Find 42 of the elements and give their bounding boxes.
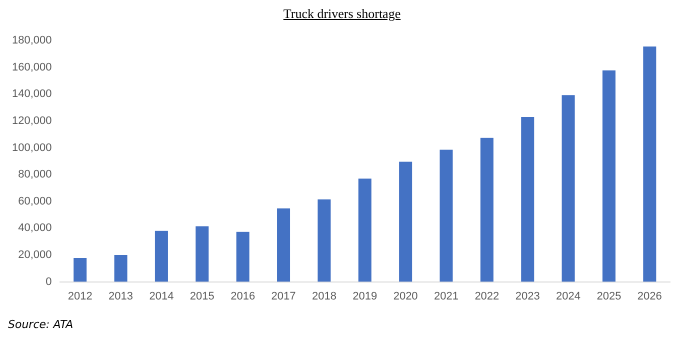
bar — [154, 230, 168, 282]
bar — [277, 208, 290, 282]
y-tick-label: 140,000 — [12, 88, 52, 100]
bar — [480, 138, 494, 282]
x-tick-label: 2022 — [474, 290, 500, 302]
source-note: Source: ATA — [8, 318, 74, 331]
bar — [440, 150, 453, 282]
y-tick-label: 60,000 — [18, 195, 52, 208]
bar — [602, 70, 616, 282]
y-tick-label: 0 — [46, 276, 52, 288]
x-tick-label: 2012 — [68, 290, 92, 302]
x-tick-label: 2018 — [312, 290, 336, 302]
x-tick-label: 2026 — [637, 290, 662, 302]
x-tick-label: 2020 — [393, 290, 418, 302]
x-tick-label: 2024 — [556, 290, 581, 302]
bar — [562, 95, 575, 282]
bar — [358, 178, 372, 282]
x-tick-label: 2023 — [515, 290, 540, 302]
bar — [521, 116, 534, 282]
x-tick-label: 2015 — [190, 290, 214, 302]
x-tick-label: 2019 — [352, 290, 378, 302]
bar — [643, 46, 656, 282]
bar — [74, 258, 87, 282]
x-tick-label: 2016 — [230, 290, 256, 302]
bar — [318, 199, 331, 282]
x-tick-label: 2025 — [596, 290, 622, 302]
bar — [399, 162, 412, 282]
y-tick-label: 80,000 — [18, 168, 52, 181]
bar — [114, 255, 128, 282]
x-tick-label: 2013 — [108, 290, 134, 302]
y-tick-label: 20,000 — [18, 249, 52, 262]
y-tick-label: 40,000 — [18, 222, 52, 234]
y-tick-label: 160,000 — [12, 61, 52, 74]
x-tick-label: 2014 — [149, 290, 174, 302]
bar — [236, 232, 250, 282]
y-tick-label: 180,000 — [12, 34, 52, 47]
x-tick-label: 2017 — [271, 290, 296, 302]
y-tick-label: 100,000 — [12, 142, 52, 154]
x-tick-label: 2021 — [434, 290, 458, 302]
y-tick-label: 120,000 — [12, 115, 52, 128]
bar — [196, 226, 209, 282]
chart-title: Truck drivers shortage — [282, 6, 402, 22]
